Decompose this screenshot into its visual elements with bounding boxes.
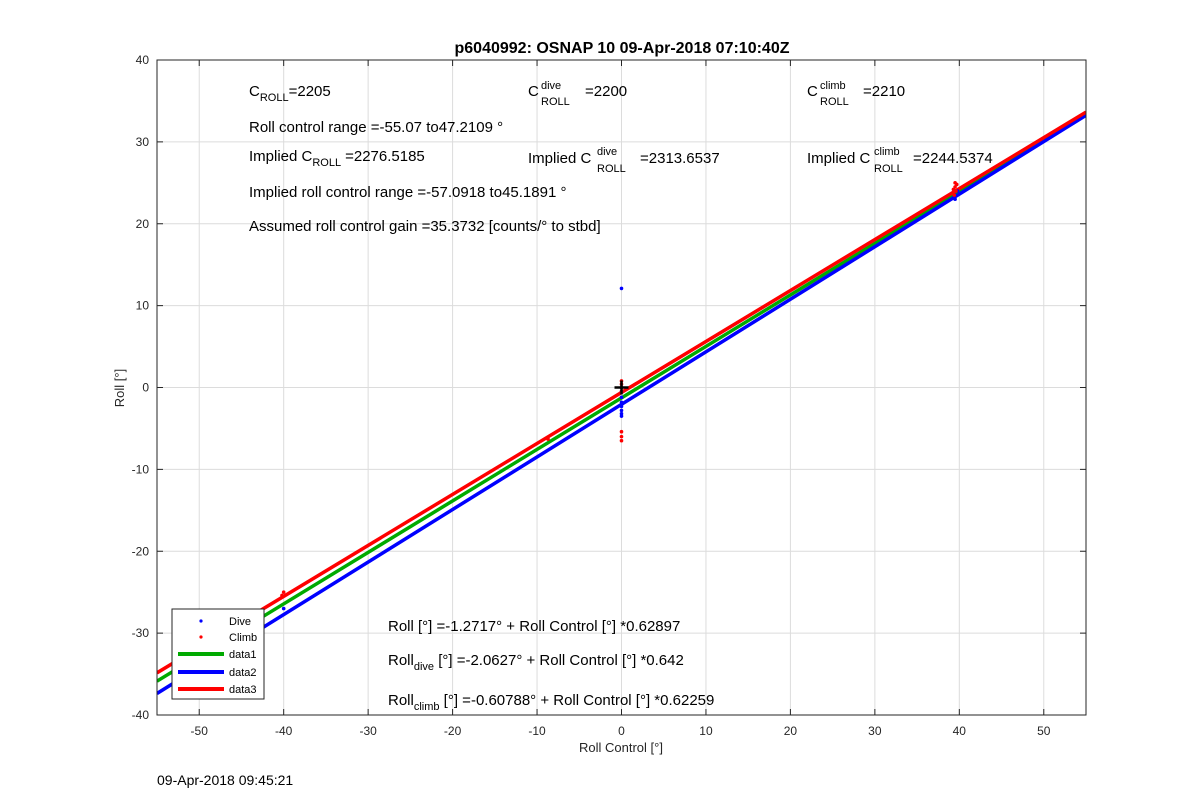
dive-point xyxy=(619,408,624,413)
climb-point xyxy=(619,438,624,443)
x-tick-label: -10 xyxy=(528,724,546,738)
x-tick-label: -50 xyxy=(191,724,209,738)
climb-point xyxy=(619,429,624,434)
fit-equation-all: Roll [°] =-1.2717° + Roll Control [°] *0… xyxy=(388,618,680,635)
y-tick-label: 20 xyxy=(136,217,150,231)
climb-point xyxy=(619,434,624,439)
legend-data3-label: data3 xyxy=(229,684,257,696)
y-tick-label: -40 xyxy=(132,708,150,722)
legend-climb-marker xyxy=(199,635,203,639)
dive-point xyxy=(619,286,624,291)
y-tick-label: -20 xyxy=(132,544,150,558)
fit-line-data2 xyxy=(157,113,1086,695)
legend-climb-label: Climb xyxy=(229,632,257,644)
dive-point xyxy=(619,414,624,418)
y-tick-label: -10 xyxy=(132,462,150,476)
legend-dive-label: Dive xyxy=(229,616,251,628)
x-tick-label: 20 xyxy=(784,724,798,738)
y-tick-label: 0 xyxy=(142,381,149,395)
climb-point xyxy=(546,437,550,441)
climb-point xyxy=(952,193,957,197)
x-tick-label: 0 xyxy=(618,724,625,738)
fit-equation-climb: Rollclimb [°] =-0.60788° + Roll Control … xyxy=(388,692,714,713)
y-tick-label: 10 xyxy=(136,299,150,313)
fit-equation-dive: Rolldive [°] =-2.0627° + Roll Control [°… xyxy=(388,652,684,673)
implied-roll-control-range: Implied roll control range =-57.0918 to4… xyxy=(249,184,566,201)
x-tick-label: 50 xyxy=(1037,724,1051,738)
implied-c-roll: Implied CROLL =2276.5185 xyxy=(249,148,425,169)
y-tick-label: -30 xyxy=(132,626,150,640)
x-tick-label: -20 xyxy=(444,724,462,738)
plot-box xyxy=(156,59,1087,716)
climb-point xyxy=(281,590,286,594)
legend: Dive Climb data1 data2 data3 xyxy=(171,608,265,700)
x-tick-label: 10 xyxy=(699,724,713,738)
dive-point xyxy=(281,606,286,611)
dive-point xyxy=(619,395,624,400)
x-tick-label: -30 xyxy=(359,724,377,738)
legend-dive-marker xyxy=(199,619,203,623)
x-tick-label: -40 xyxy=(275,724,293,738)
dive-point xyxy=(619,400,624,405)
dive-point xyxy=(619,404,624,409)
y-tick-label: 30 xyxy=(136,135,150,149)
legend-data1-label: data1 xyxy=(229,649,257,661)
climb-point xyxy=(953,181,957,185)
y-axis-label: Roll [°] xyxy=(112,369,127,407)
climb-point xyxy=(280,593,284,598)
x-tick-label: 30 xyxy=(868,724,882,738)
legend-data2-label: data2 xyxy=(229,667,257,679)
climb-point xyxy=(951,187,956,192)
y-tick-label: 40 xyxy=(136,53,150,67)
c-roll-annotation: CROLL=2205 xyxy=(249,83,331,104)
roll-control-range: Roll control range =-55.07 to47.2109 ° xyxy=(249,119,503,136)
x-axis-label: Roll Control [°] xyxy=(579,740,663,755)
tick-labels: -50 -40 -30 -20 -10 0 10 20 30 40 50 -40 -30 -20 -10 0 1… xyxy=(132,53,1051,738)
footer-timestamp: 09-Apr-2018 09:45:21 xyxy=(157,772,294,788)
chart-title: p6040992: OSNAP 10 09-Apr-2018 07:10:40Z xyxy=(455,40,790,57)
x-tick-label: 40 xyxy=(953,724,967,738)
roll-control-gain: Assumed roll control gain =35.3732 [coun… xyxy=(249,218,601,235)
scatter-points xyxy=(280,181,960,611)
